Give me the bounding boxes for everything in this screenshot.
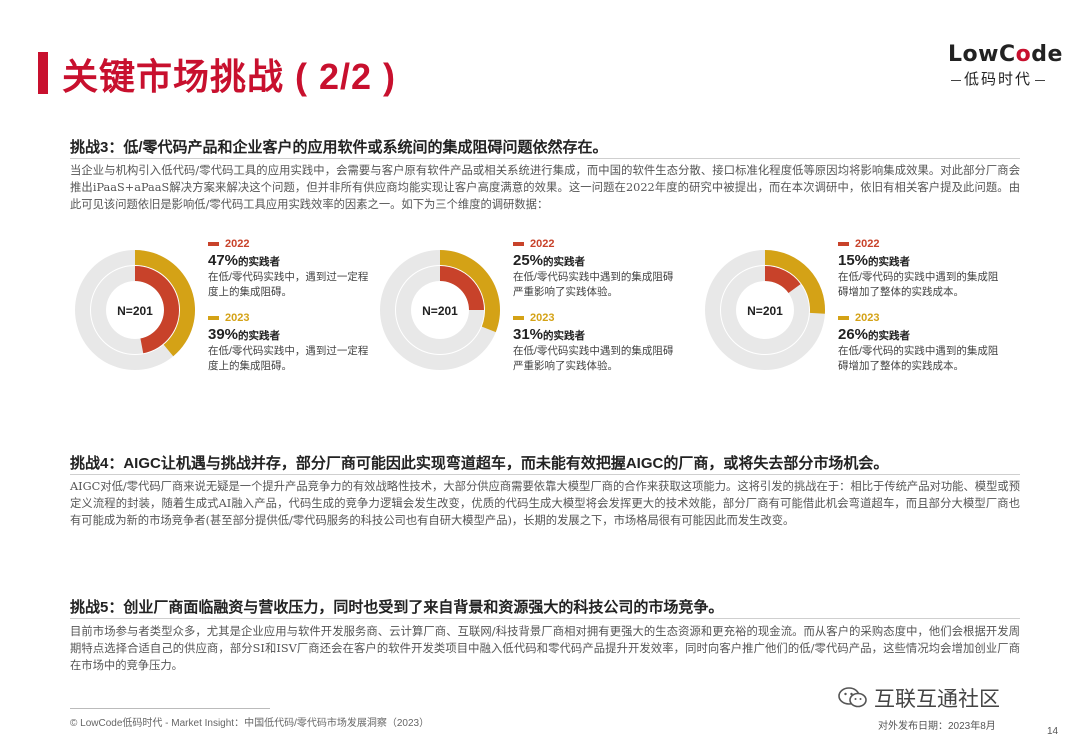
brand-logo: LowCode 低码时代 xyxy=(948,42,1063,89)
sample-size-label: N=201 xyxy=(117,304,153,318)
challenge-4-body: AIGC对低/零代码厂商来说无疑是一个提升产品竞争力的有效战略性技术，大部分供应… xyxy=(70,480,1020,527)
footer-divider xyxy=(70,708,270,709)
legend-year: 2023 xyxy=(513,312,678,324)
section-divider xyxy=(70,158,1020,159)
challenge-4-heading: 挑战4：AIGC让机遇与挑战并存，部分厂商可能因此实现弯道超车，而未能有效把握A… xyxy=(70,455,889,472)
challenge-3-body: 当企业与机构引入低代码/零代码工具的应用实践中，会需要与客户原有软件产品或相关系… xyxy=(70,164,1020,211)
legend-swatch xyxy=(838,316,849,320)
year-label: 2023 xyxy=(530,312,555,324)
challenge-5-body: 目前市场参与者类型众多，尤其是企业应用与软件开发服务商、云计算厂商、互联网/科技… xyxy=(70,625,1020,672)
legend-description: 在低/零代码的实践中遇到的集成阻碍增加了整体的实践成本。 xyxy=(838,345,999,372)
legend-swatch xyxy=(513,316,524,320)
legend-description: 在低/零代码实践中遇到的集成阻碍严重影响了实践体验。 xyxy=(513,345,674,372)
ring-2023-segment xyxy=(440,250,500,333)
section-divider xyxy=(70,618,1020,619)
ring-2023-segment xyxy=(135,250,195,357)
percent-value: 39%的实践者 xyxy=(208,326,281,343)
legend-description: 在低/零代码的实践中遇到的集成阻碍增加了整体的实践成本。 xyxy=(838,271,999,298)
legend-2023: 2023 39%的实践者在低/零代码实践中，遇到过一定程度上的集成阻碍。 xyxy=(208,312,373,374)
percent-unit: 的实践者 xyxy=(238,256,281,268)
percent-unit: 的实践者 xyxy=(543,256,586,268)
year-label: 2023 xyxy=(855,312,880,324)
legend-year: 2022 xyxy=(208,238,373,250)
wechat-icon xyxy=(838,687,867,708)
percent-value: 26%的实践者 xyxy=(838,326,911,343)
ring-2023-segment xyxy=(765,250,825,314)
legend-swatch xyxy=(208,242,219,246)
percent-value: 15%的实践者 xyxy=(838,252,911,269)
legend-swatch xyxy=(208,316,219,320)
legend-2022: 2022 15%的实践者在低/零代码的实践中遇到的集成阻碍增加了整体的实践成本。 xyxy=(838,238,1003,300)
title-accent-bar xyxy=(38,52,48,94)
legend-swatch xyxy=(513,242,524,246)
ring-2022-segment xyxy=(135,266,179,354)
percent-unit: 的实践者 xyxy=(238,330,281,342)
percent-value: 47%的实践者 xyxy=(208,252,281,269)
legend-year: 2023 xyxy=(838,312,1003,324)
legend-2023: 2023 31%的实践者在低/零代码实践中遇到的集成阻碍严重影响了实践体验。 xyxy=(513,312,678,374)
percent-unit: 的实践者 xyxy=(868,256,911,268)
footer-source: © LowCode低码时代 - Market Insight：中国低代码/零代码… xyxy=(70,718,430,729)
donut-chart-3 xyxy=(705,250,825,370)
legend-year: 2023 xyxy=(208,312,373,324)
legend-description: 在低/零代码实践中，遇到过一定程度上的集成阻碍。 xyxy=(208,345,369,372)
sample-size-label: N=201 xyxy=(747,304,783,318)
year-label: 2022 xyxy=(530,238,555,250)
legend-swatch xyxy=(838,242,849,246)
challenge-5-heading: 挑战5：创业厂商面临融资与营收压力，同时也受到了来自背景和资源强大的科技公司的市… xyxy=(70,599,724,616)
logo-wordmark: LowCode xyxy=(948,42,1063,67)
legend-year: 2022 xyxy=(838,238,1003,250)
year-label: 2023 xyxy=(225,312,250,324)
page-title: 关键市场挑战 ( 2/2 ) xyxy=(62,56,397,97)
page-number: 14 xyxy=(1047,726,1059,737)
donut-chart-1 xyxy=(75,250,195,370)
legend-2022: 2022 47%的实践者在低/零代码实践中，遇到过一定程度上的集成阻碍。 xyxy=(208,238,373,300)
section-divider xyxy=(70,474,1020,475)
year-label: 2022 xyxy=(855,238,880,250)
legend-2023: 2023 26%的实践者在低/零代码的实践中遇到的集成阻碍增加了整体的实践成本。 xyxy=(838,312,1003,374)
logo-cn: 低码时代 xyxy=(948,68,1048,89)
legend-description: 在低/零代码实践中，遇到过一定程度上的集成阻碍。 xyxy=(208,271,369,298)
ring-2022-segment xyxy=(765,266,801,293)
percent-unit: 的实践者 xyxy=(543,330,586,342)
release-date: 对外发布日期：2023年8月 xyxy=(878,721,996,732)
watermark-text: 互联互通社区 xyxy=(874,688,1000,711)
legend-2022: 2022 25%的实践者在低/零代码实践中遇到的集成阻碍严重影响了实践体验。 xyxy=(513,238,678,300)
ring-2022-segment xyxy=(440,266,484,310)
donut-chart-2 xyxy=(380,250,500,370)
year-label: 2022 xyxy=(225,238,250,250)
challenge-3-heading: 挑战3：低/零代码产品和企业客户的应用软件或系统间的集成阻碍问题依然存在。 xyxy=(70,139,608,156)
percent-unit: 的实践者 xyxy=(868,330,911,342)
legend-description: 在低/零代码实践中遇到的集成阻碍严重影响了实践体验。 xyxy=(513,271,674,298)
legend-year: 2022 xyxy=(513,238,678,250)
percent-value: 25%的实践者 xyxy=(513,252,586,269)
watermark: 互联互通社区 xyxy=(838,683,1000,713)
percent-value: 31%的实践者 xyxy=(513,326,586,343)
sample-size-label: N=201 xyxy=(422,304,458,318)
